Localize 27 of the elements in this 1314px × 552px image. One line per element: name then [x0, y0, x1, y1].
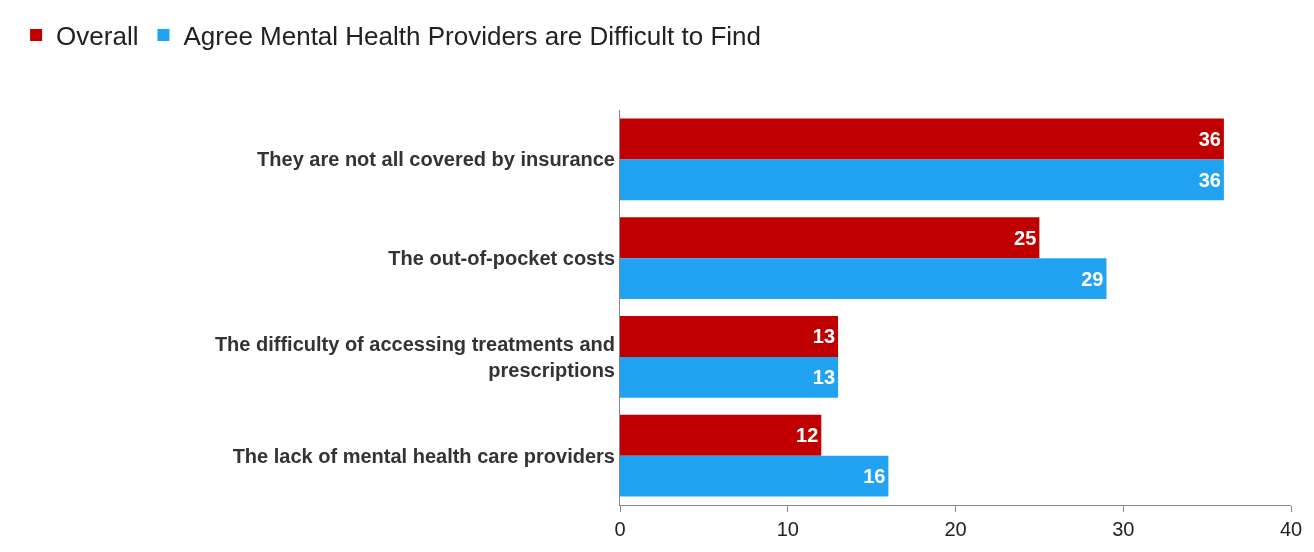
- data-label: 29: [1081, 267, 1104, 290]
- legend-label: Agree Mental Health Providers are Difficult to Find: [183, 21, 762, 52]
- legend-label: Overall: [56, 21, 139, 52]
- bar: [620, 118, 1224, 160]
- y-tick-label: They are not all covered by insurance: [257, 148, 615, 171]
- data-label: 36: [1198, 127, 1221, 150]
- x-tick-label: 0: [614, 518, 626, 540]
- data-label: 12: [796, 424, 819, 447]
- bar: [620, 414, 822, 456]
- bar: [620, 258, 1107, 300]
- y-tick-label: The lack of mental health care providers: [232, 444, 615, 467]
- x-tick-label: 30: [1112, 518, 1135, 540]
- x-tick-label: 10: [776, 518, 799, 540]
- bar: [620, 315, 839, 357]
- data-label: 36: [1198, 168, 1221, 191]
- bar: [620, 356, 839, 398]
- y-tick-label: The difficulty of accessing treatments and prescriptions: [214, 332, 615, 381]
- x-tick-label: 40: [1279, 518, 1303, 540]
- data-label: 25: [1014, 226, 1037, 249]
- data-label: 13: [812, 366, 836, 389]
- data-label: 13: [812, 325, 836, 348]
- data-label: 16: [863, 465, 886, 488]
- bar: [620, 217, 1040, 259]
- y-tick-label: The out-of-pocket costs: [388, 247, 615, 270]
- x-tick-label: 20: [944, 518, 967, 540]
- bar: [620, 159, 1224, 201]
- bar: [620, 455, 889, 497]
